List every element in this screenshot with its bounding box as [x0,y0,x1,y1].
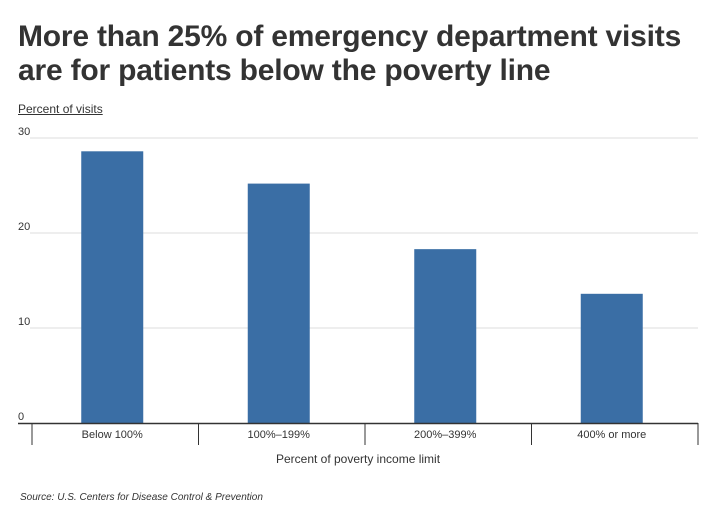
y-tick-label: 30 [18,126,30,138]
bar [414,249,477,423]
source-note: Source: U.S. Centers for Disease Control… [20,492,263,503]
y-tick-label: 0 [18,411,24,423]
y-axis-title: Percent of visits [18,102,103,116]
bar [247,183,310,423]
x-category-label: Below 100% [82,429,143,441]
bar [580,293,643,423]
chart-title: More than 25% of emergency department vi… [18,20,682,87]
x-axis-title: Percent of poverty income limit [275,452,441,466]
y-tick-label: 10 [18,316,30,328]
x-category-label: 400% or more [577,429,646,441]
x-category-label: 200%–399% [414,429,477,441]
y-tick-label: 20 [18,221,30,233]
bar [81,151,144,424]
x-category-label: 100%–199% [248,429,311,441]
